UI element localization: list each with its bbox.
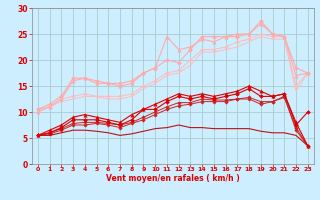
X-axis label: Vent moyen/en rafales ( km/h ): Vent moyen/en rafales ( km/h ) (106, 174, 240, 183)
